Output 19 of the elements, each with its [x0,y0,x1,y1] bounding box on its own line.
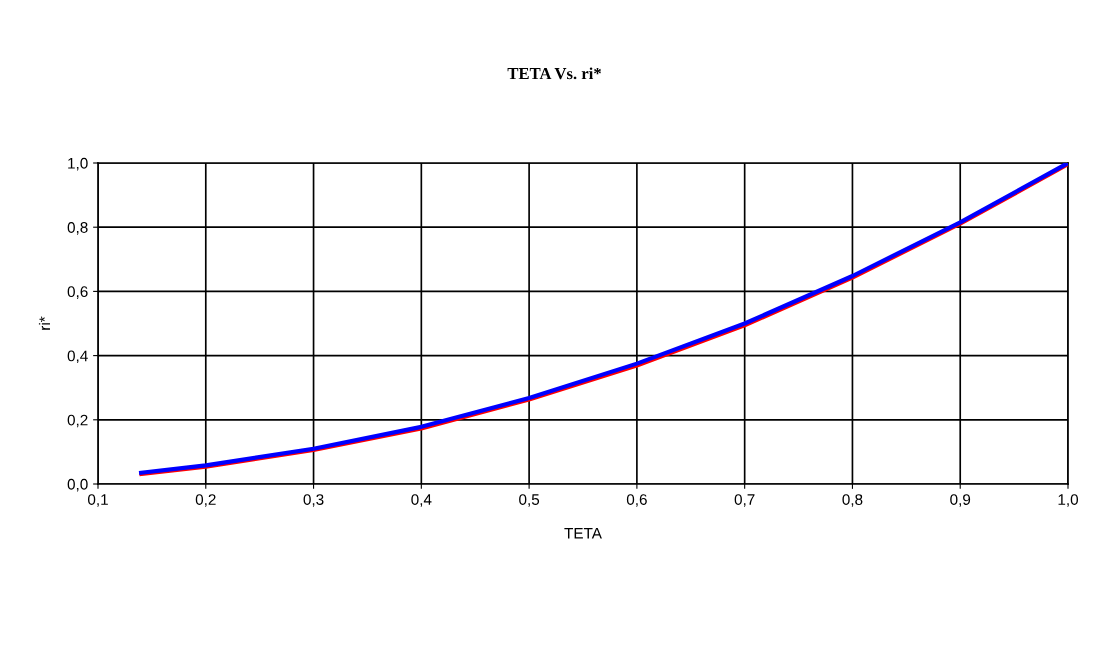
x-tick-label: 0,1 [87,494,108,507]
x-tick-label: 0,5 [519,494,540,507]
x-tick-label: 0,2 [195,494,216,507]
y-tick-label: 0,6 [67,286,88,299]
x-axis-title: TETA [564,527,602,539]
x-tick-label: 0,4 [411,494,432,507]
y-tick-label: 1,0 [68,157,88,171]
x-tick-label: 0,9 [950,494,971,507]
y-tick-label: 0,2 [67,414,88,428]
x-tick-label: 1,0 [1058,494,1079,507]
y-axis-title: ri* [38,316,50,330]
x-tick-label: 0,7 [734,494,755,507]
x-tick-label: 0,3 [303,494,324,507]
y-tick-label: 0,4 [67,350,88,364]
y-tick-label: 0,0 [67,478,88,492]
y-tick-label: 0,8 [67,222,88,235]
x-tick-label: 0,6 [626,494,647,507]
x-tick-label: 0,8 [842,494,863,507]
chart-title: TETA Vs. ri* [507,67,601,80]
